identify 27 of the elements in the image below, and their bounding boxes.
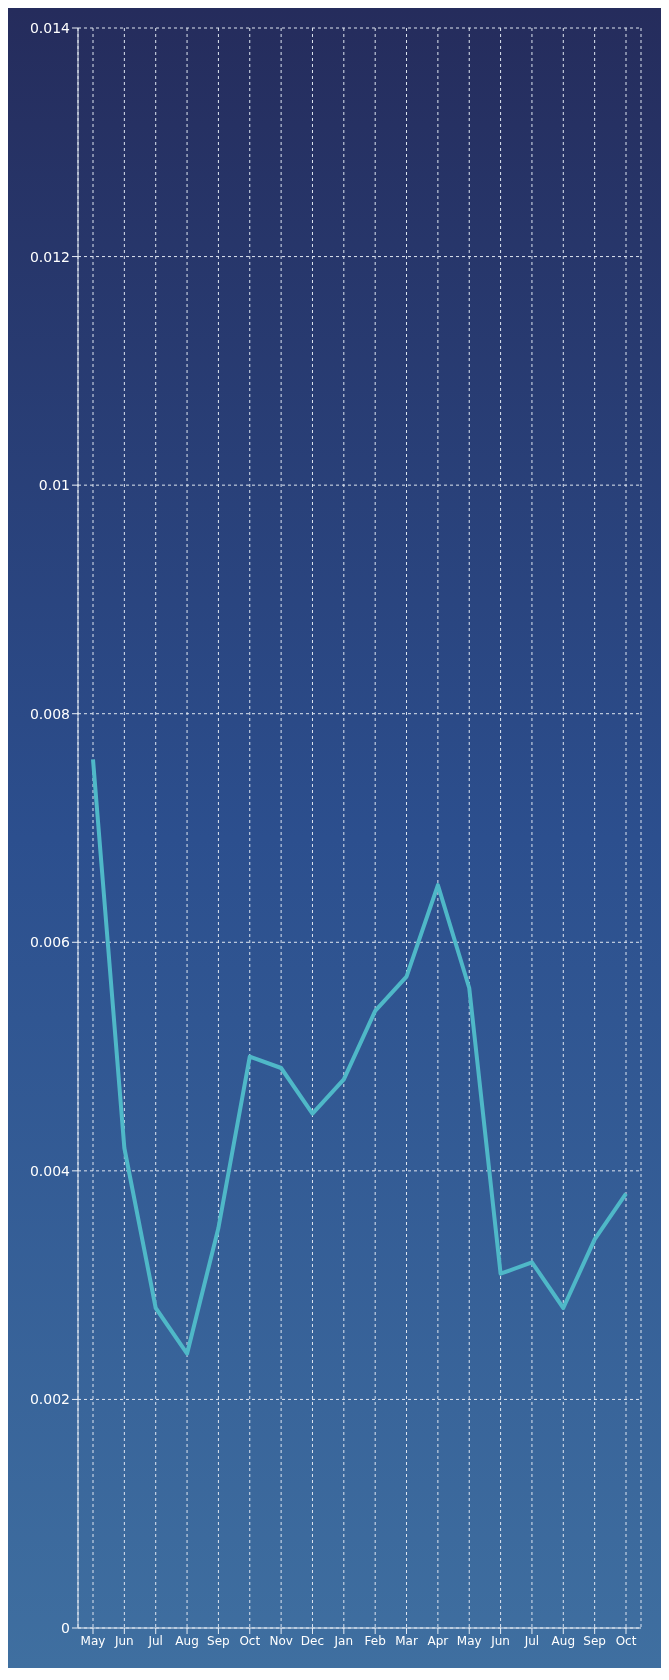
x-tick-label: Jul	[147, 1633, 163, 1648]
y-tick-label: 0.008	[29, 705, 70, 722]
x-tick-label: Jan	[333, 1633, 354, 1648]
y-tick-label: 0.01	[38, 477, 70, 494]
y-tick-label: 0.002	[29, 1391, 70, 1408]
x-tick-label: Nov	[269, 1633, 293, 1648]
x-tick-label: Jun	[490, 1633, 510, 1648]
x-tick-label: Jul	[523, 1633, 540, 1648]
x-tick-label: Jun	[113, 1633, 134, 1648]
y-tick-label: 0.006	[29, 934, 71, 951]
x-tick-label: Oct	[239, 1633, 261, 1648]
y-tick-label: 0.004	[29, 1162, 71, 1179]
y-tick-label: 0.012	[29, 248, 70, 265]
x-tick-label: Aug	[551, 1633, 576, 1648]
x-tick-label: Sep	[583, 1633, 606, 1648]
x-tick-label: Oct	[615, 1633, 637, 1648]
x-tick-label: Dec	[300, 1633, 325, 1648]
x-tick-label: Aug	[175, 1633, 199, 1648]
x-tick-label: Apr	[427, 1633, 449, 1648]
x-tick-label: Mar	[395, 1633, 418, 1648]
line-series	[91, 757, 628, 1356]
x-tick-label: Sep	[207, 1633, 230, 1648]
x-tick-label: May	[80, 1633, 106, 1648]
x-tick-label: Feb	[364, 1633, 386, 1648]
y-tick-label: 0.014	[29, 19, 71, 36]
y-tick-label: 0	[61, 1619, 70, 1636]
x-tick-label: May	[456, 1633, 482, 1648]
